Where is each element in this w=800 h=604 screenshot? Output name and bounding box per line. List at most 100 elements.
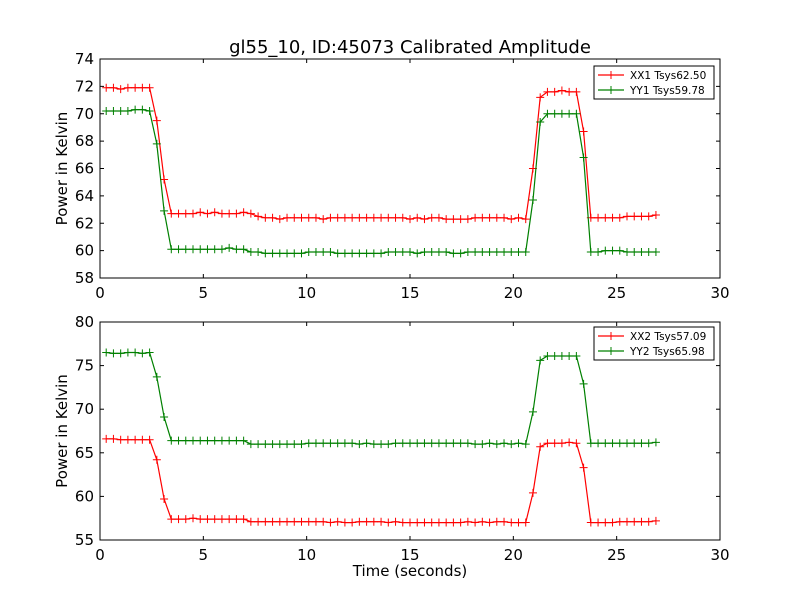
data-point	[210, 515, 219, 524]
data-point	[311, 213, 320, 222]
y-tick-label: 62	[75, 214, 94, 232]
data-point	[630, 212, 639, 221]
data-point	[500, 247, 509, 256]
data-point	[152, 372, 161, 381]
data-point	[311, 517, 320, 526]
x-tick-label: 20	[504, 284, 523, 302]
data-point	[362, 517, 371, 526]
data-point	[123, 348, 132, 357]
data-point	[449, 439, 458, 448]
data-point	[304, 439, 313, 448]
x-tick-label: 0	[95, 546, 105, 564]
data-point	[644, 212, 653, 221]
data-point	[644, 247, 653, 256]
data-point	[116, 349, 125, 358]
data-point	[239, 436, 248, 445]
data-point	[167, 209, 176, 218]
x-tick-label: 20	[504, 546, 523, 564]
legend-entry: YY2 Tsys65.98	[598, 346, 705, 358]
data-point	[391, 517, 400, 526]
data-point	[601, 518, 610, 527]
data-point	[340, 249, 349, 258]
data-point	[268, 213, 277, 222]
data-point	[623, 247, 631, 256]
data-point	[543, 439, 552, 448]
data-point	[500, 517, 509, 526]
data-point	[304, 517, 313, 526]
data-point	[579, 153, 588, 162]
data-point	[485, 213, 494, 222]
data-point	[102, 348, 111, 357]
data-point	[608, 518, 617, 527]
data-point	[138, 349, 147, 358]
data-point	[145, 107, 154, 116]
data-point	[615, 246, 624, 255]
data-point	[355, 517, 364, 526]
data-point	[644, 517, 653, 526]
y-tick-label: 58	[75, 269, 94, 287]
data-point	[406, 215, 414, 224]
data-point	[174, 209, 183, 218]
data-point	[246, 209, 255, 218]
legend-label: XX2 Tsys57.09	[630, 331, 706, 343]
data-point	[189, 245, 197, 254]
data-point	[254, 247, 263, 256]
data-point	[572, 87, 581, 96]
data-point	[297, 517, 306, 526]
y-axis-label: Power in Kelvin	[53, 112, 71, 226]
data-point	[528, 407, 537, 416]
data-point	[203, 436, 212, 445]
data-point	[319, 517, 328, 526]
data-point	[232, 436, 241, 445]
y-tick-label: 60	[75, 487, 94, 505]
data-point	[189, 514, 197, 523]
data-point	[406, 518, 414, 527]
data-point	[413, 439, 422, 448]
data-point	[557, 439, 566, 448]
data-point	[492, 247, 501, 256]
data-point	[131, 435, 140, 444]
data-point	[427, 439, 436, 448]
data-point	[637, 247, 646, 256]
data-point	[536, 117, 545, 126]
data-point	[427, 518, 436, 527]
data-point	[442, 439, 451, 448]
data-point	[355, 440, 364, 449]
data-point	[355, 249, 364, 258]
series-2	[102, 348, 660, 449]
data-point	[528, 195, 537, 204]
data-point	[391, 439, 400, 448]
data-point	[384, 213, 393, 222]
data-point	[138, 105, 147, 114]
data-point	[478, 440, 487, 449]
data-point	[319, 247, 328, 256]
data-point	[362, 439, 371, 448]
data-point	[217, 436, 226, 445]
data-point	[500, 439, 509, 448]
data-point	[232, 515, 241, 524]
data-point	[311, 439, 320, 448]
y-tick-label: 70	[75, 105, 94, 123]
data-point	[131, 83, 140, 92]
data-point	[304, 247, 313, 256]
data-point	[434, 247, 443, 256]
data-point	[326, 518, 335, 527]
data-point	[160, 495, 169, 504]
data-point	[471, 440, 480, 449]
x-tick-label: 15	[400, 284, 419, 302]
data-point	[160, 413, 169, 422]
data-point	[543, 352, 552, 361]
x-tick-label: 25	[607, 546, 626, 564]
data-point	[340, 518, 349, 527]
data-point	[586, 518, 595, 527]
data-point	[384, 518, 393, 527]
data-point	[369, 213, 378, 222]
data-point	[651, 516, 660, 525]
data-point	[196, 245, 205, 254]
data-point	[340, 439, 349, 448]
y-tick-label: 72	[75, 77, 94, 95]
data-point	[557, 86, 566, 95]
data-point	[217, 209, 226, 218]
data-point	[152, 139, 161, 148]
data-point	[406, 439, 414, 448]
